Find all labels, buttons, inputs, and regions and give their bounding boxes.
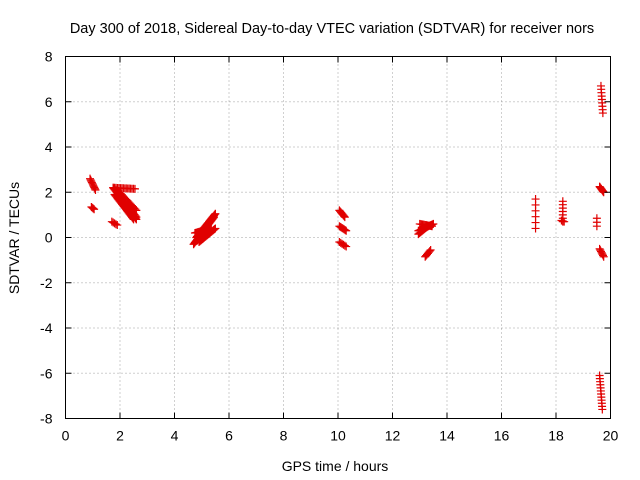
y-tick-label: -2 [40, 275, 53, 291]
data-point [90, 205, 99, 214]
x-tick-label: 10 [330, 428, 346, 444]
data-point [598, 109, 607, 118]
x-tick-label: 18 [548, 428, 564, 444]
data-points [86, 81, 608, 414]
y-tick-label: 8 [45, 49, 53, 65]
data-point [425, 247, 434, 256]
y-tick-label: 4 [45, 139, 53, 155]
chart-title: Day 300 of 2018, Sidereal Day-to-day VTE… [70, 21, 594, 37]
data-point [111, 220, 120, 229]
data-point [423, 222, 432, 231]
x-tick-label: 0 [62, 428, 70, 444]
data-point [88, 203, 97, 212]
data-point [342, 226, 351, 235]
data-point [531, 224, 540, 233]
x-tick-label: 14 [439, 428, 455, 444]
x-tick-label: 2 [116, 428, 124, 444]
x-tick-label: 6 [225, 428, 233, 444]
data-point [592, 222, 601, 231]
data-point [422, 223, 431, 232]
data-point [130, 184, 139, 193]
data-point [340, 213, 349, 222]
grid-lines [65, 56, 611, 419]
x-axis-label: GPS time / hours [282, 458, 389, 474]
data-point [340, 225, 349, 234]
y-tick-label: -4 [40, 320, 53, 336]
data-point [91, 185, 100, 194]
data-point [426, 245, 435, 254]
y-axis-label: SDTVAR / TECUs [6, 182, 22, 294]
data-point [599, 252, 608, 261]
data-point [599, 251, 608, 260]
data-point [339, 211, 348, 220]
x-tick-label: 16 [494, 428, 510, 444]
data-point [342, 242, 351, 251]
y-tick-label: 6 [45, 94, 53, 110]
data-point [209, 211, 218, 220]
y-tick-label: -6 [40, 365, 53, 381]
data-point [341, 226, 350, 235]
data-point [89, 204, 98, 213]
data-point [211, 209, 220, 218]
x-tick-label: 12 [385, 428, 401, 444]
data-point [211, 224, 220, 233]
data-point [90, 184, 99, 193]
data-point [598, 405, 607, 414]
data-point [560, 217, 569, 226]
data-point [210, 225, 219, 234]
x-tick-label: 8 [280, 428, 288, 444]
data-point [209, 225, 218, 234]
x-tick-label: 20 [603, 428, 619, 444]
axis-ticks [65, 56, 611, 419]
data-point [340, 241, 349, 250]
data-point [132, 213, 141, 222]
data-point [131, 211, 140, 220]
x-tick-label: 4 [171, 428, 179, 444]
y-tick-labels: -8 -6 -4 -2 0 2 4 6 8 [40, 49, 53, 427]
y-tick-label: 2 [45, 184, 53, 200]
data-point [340, 212, 349, 221]
data-point [113, 221, 122, 230]
y-tick-label: 0 [45, 230, 53, 246]
data-point [210, 210, 219, 219]
x-tick-labels: 0 2 4 6 8 10 12 14 16 18 20 [62, 428, 619, 444]
y-tick-label: -8 [40, 411, 53, 427]
